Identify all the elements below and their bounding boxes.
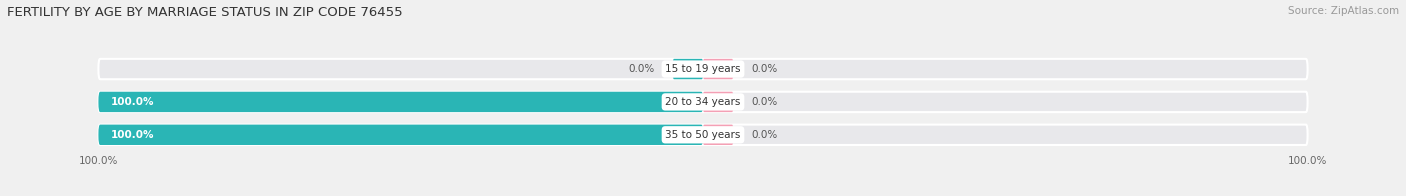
- FancyBboxPatch shape: [98, 92, 703, 112]
- FancyBboxPatch shape: [98, 125, 1308, 145]
- Text: 0.0%: 0.0%: [751, 130, 778, 140]
- FancyBboxPatch shape: [98, 92, 1308, 112]
- Text: 0.0%: 0.0%: [751, 64, 778, 74]
- Text: 100.0%: 100.0%: [111, 130, 155, 140]
- FancyBboxPatch shape: [672, 59, 703, 79]
- Text: FERTILITY BY AGE BY MARRIAGE STATUS IN ZIP CODE 76455: FERTILITY BY AGE BY MARRIAGE STATUS IN Z…: [7, 6, 402, 19]
- Text: 100.0%: 100.0%: [111, 97, 155, 107]
- Text: Source: ZipAtlas.com: Source: ZipAtlas.com: [1288, 6, 1399, 16]
- Text: 20 to 34 years: 20 to 34 years: [665, 97, 741, 107]
- Text: 35 to 50 years: 35 to 50 years: [665, 130, 741, 140]
- Text: 15 to 19 years: 15 to 19 years: [665, 64, 741, 74]
- FancyBboxPatch shape: [98, 125, 703, 145]
- Text: 0.0%: 0.0%: [628, 64, 655, 74]
- Text: 0.0%: 0.0%: [751, 97, 778, 107]
- FancyBboxPatch shape: [703, 59, 734, 79]
- FancyBboxPatch shape: [703, 125, 734, 145]
- FancyBboxPatch shape: [703, 92, 734, 112]
- FancyBboxPatch shape: [98, 59, 1308, 79]
